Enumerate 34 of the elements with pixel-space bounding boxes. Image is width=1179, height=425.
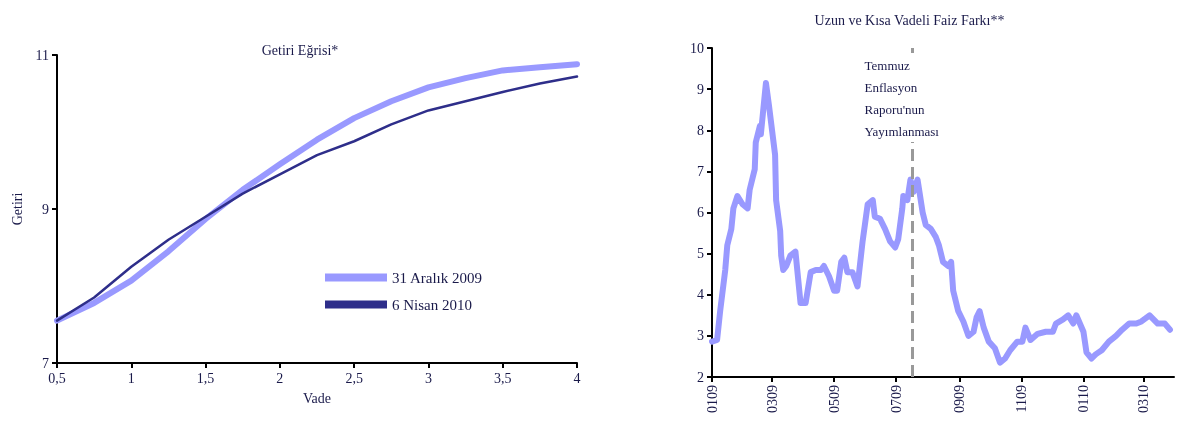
x-tick-label: 0110 xyxy=(1075,385,1091,413)
y-tick-label: 11 xyxy=(35,47,49,63)
y-tick-label: 9 xyxy=(697,81,704,97)
y-tick-label: 10 xyxy=(690,40,704,56)
x-tick-label: 0109 xyxy=(704,385,720,413)
x-tick-label: 3 xyxy=(424,370,432,386)
y-tick-label: 3 xyxy=(697,328,704,344)
x-tick-label: 0909 xyxy=(951,385,967,413)
x-axis-title: Vade xyxy=(303,390,331,406)
x-tick-label: 1109 xyxy=(1013,385,1029,413)
x-tick-label: 0310 xyxy=(1135,385,1151,413)
x-tick-label: 1 xyxy=(127,370,135,386)
x-tick-label: 0709 xyxy=(888,385,904,413)
ref-line-label: Temmuz Enflasyon Raporu'nun Yayımlanması xyxy=(864,57,940,139)
x-tick-label: 0509 xyxy=(826,385,842,413)
legend-label: 31 Aralık 2009 xyxy=(392,269,482,286)
x-tick-label: 0309 xyxy=(764,385,780,413)
chart-title: Getiri Eğrisi* xyxy=(261,42,339,58)
y-tick-label: 9 xyxy=(42,201,49,217)
y-tick-label: 7 xyxy=(42,355,49,371)
x-tick-label: 1,5 xyxy=(196,370,215,386)
chart-title: Uzun ve Kısa Vadeli Faiz Farkı** xyxy=(814,12,1005,28)
y-tick-label: 8 xyxy=(697,122,704,138)
legend-label: 6 Nisan 2010 xyxy=(392,296,472,313)
x-tick-label: 2 xyxy=(276,370,284,386)
y-tick-label: 6 xyxy=(697,205,704,220)
y-tick-label: 4 xyxy=(697,287,704,303)
x-tick-label: 4 xyxy=(573,370,581,386)
x-tick-label: 2,5 xyxy=(345,370,363,386)
y-tick-label: 5 xyxy=(697,246,704,262)
x-tick-label: 0,5 xyxy=(48,370,66,386)
x-tick-label: 3,5 xyxy=(493,370,512,386)
y-tick-label: 7 xyxy=(697,163,704,179)
y-axis-title: Getiri xyxy=(10,192,26,226)
